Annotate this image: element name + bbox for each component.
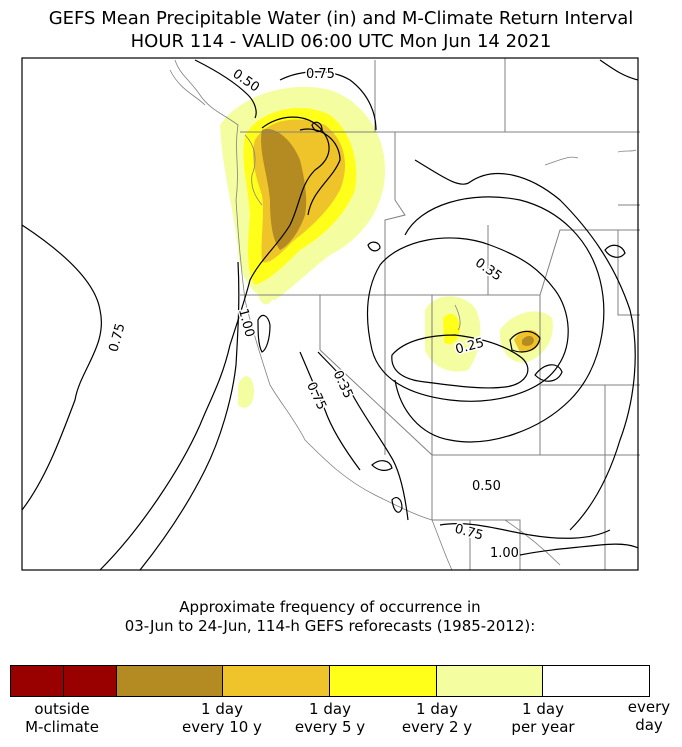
return-interval-colorbar — [10, 665, 650, 697]
colorbar-label: outside M-climate — [25, 700, 99, 736]
contour-small-8 — [391, 497, 403, 513]
contour-1.00-coast — [139, 261, 240, 571]
colorbar-label: 1 day every 10 y — [182, 700, 262, 736]
contour-small-7 — [311, 121, 323, 132]
contour-label: 0.75 — [303, 380, 329, 413]
political-borders — [240, 58, 640, 570]
shade-every-10y-north — [261, 129, 307, 250]
colorbar-label: 1 day every 5 y — [294, 700, 366, 736]
contour-0.75-south — [439, 523, 611, 539]
contour-0.75-center — [299, 351, 361, 471]
contour-label: 0.35 — [330, 368, 356, 401]
colorbar-segment-per-year — [436, 666, 544, 696]
contour-0.50-coast — [99, 116, 330, 571]
colorbar-caption-line2: 03-Jun to 24-Jun, 114-h GEFS reforecasts… — [124, 617, 536, 635]
contour-small-1 — [367, 241, 381, 252]
shade-every-2y-east1 — [443, 314, 460, 345]
map-subtitle: HOUR 114 - VALID 06:00 UTC Mon Jun 14 20… — [130, 31, 552, 52]
colorbar-segment-every-10y — [116, 666, 224, 696]
precipitable-water-map: 0.50 0.75 0.75 1.00 0.75 0.35 0.35 0.25 … — [21, 57, 640, 571]
colorbar-segment-every-5y — [223, 666, 331, 696]
map-title: GEFS Mean Precipitable Water (in) and M-… — [48, 8, 634, 29]
contour-east-edge — [599, 59, 639, 81]
contour-0.35-center — [317, 351, 409, 521]
shade-every-10y-east2 — [522, 335, 534, 346]
contour-outer-east — [414, 159, 636, 531]
colorbar-segment-outside-2 — [63, 666, 117, 696]
contour-0.50-ring — [394, 196, 605, 443]
contour-label: 1.00 — [490, 546, 519, 561]
colorbar-label: 1 day per year — [511, 700, 575, 736]
shading-layer — [220, 86, 553, 408]
colorbar-caption-line1: Approximate frequency of occurrence in — [179, 598, 481, 616]
contour-label: 0.50 — [230, 67, 262, 96]
contour-0.25-ring — [391, 334, 529, 389]
contour-label: 0.50 — [472, 479, 501, 494]
colorbar-segment-outside-1 — [11, 666, 64, 696]
contour-0.50-north — [194, 59, 257, 119]
shade-per-year-coast — [238, 376, 254, 408]
pw-contours — [21, 59, 639, 571]
contour-small-6 — [257, 314, 271, 353]
colorbar-segment-every-2y — [330, 666, 437, 696]
contour-small-2 — [604, 244, 626, 258]
contour-0.35-ring — [366, 237, 569, 402]
contour-label: 0.75 — [107, 322, 129, 354]
coastlines — [169, 59, 637, 571]
contour-0.75-coast — [299, 128, 341, 216]
colorbar-label: 1 day every 2 y — [401, 700, 473, 736]
colorbar-label: every day — [627, 698, 671, 734]
map-frame — [21, 57, 639, 571]
contour-label: 0.75 — [306, 67, 335, 82]
contour-small-5 — [371, 460, 393, 471]
contour-small-3 — [509, 330, 541, 353]
contour-small-4 — [534, 364, 563, 382]
contour-0.75-north — [279, 71, 377, 131]
contour-0.75-west — [21, 224, 102, 511]
contour-1.00-south — [519, 543, 639, 556]
colorbar-segment-every-day — [543, 666, 650, 696]
